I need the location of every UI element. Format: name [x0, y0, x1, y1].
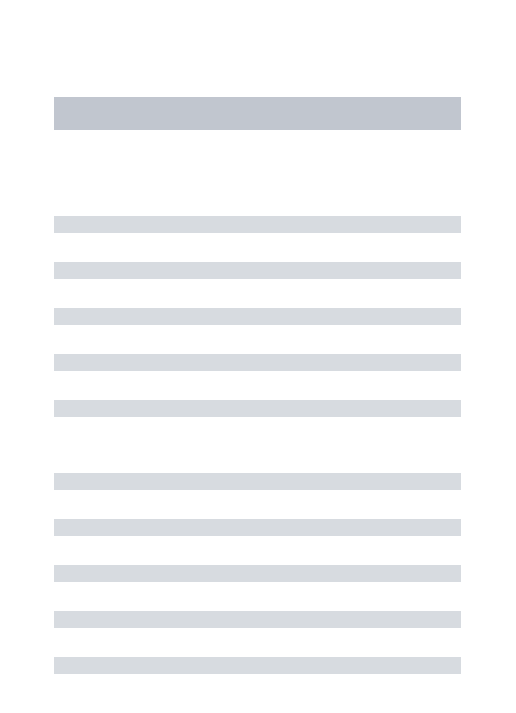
skeleton-page	[0, 0, 516, 713]
skeleton-block2-bar-3	[54, 565, 461, 582]
skeleton-header-bar	[54, 97, 461, 130]
skeleton-block1-bar-4	[54, 354, 461, 371]
skeleton-block1-bar-5	[54, 400, 461, 417]
skeleton-block2-bar-5	[54, 657, 461, 674]
skeleton-block2-bar-2	[54, 519, 461, 536]
skeleton-block2-bar-4	[54, 611, 461, 628]
skeleton-block1-bar-3	[54, 308, 461, 325]
skeleton-block2-bar-1	[54, 473, 461, 490]
skeleton-block1-bar-2	[54, 262, 461, 279]
skeleton-block1-bar-1	[54, 216, 461, 233]
